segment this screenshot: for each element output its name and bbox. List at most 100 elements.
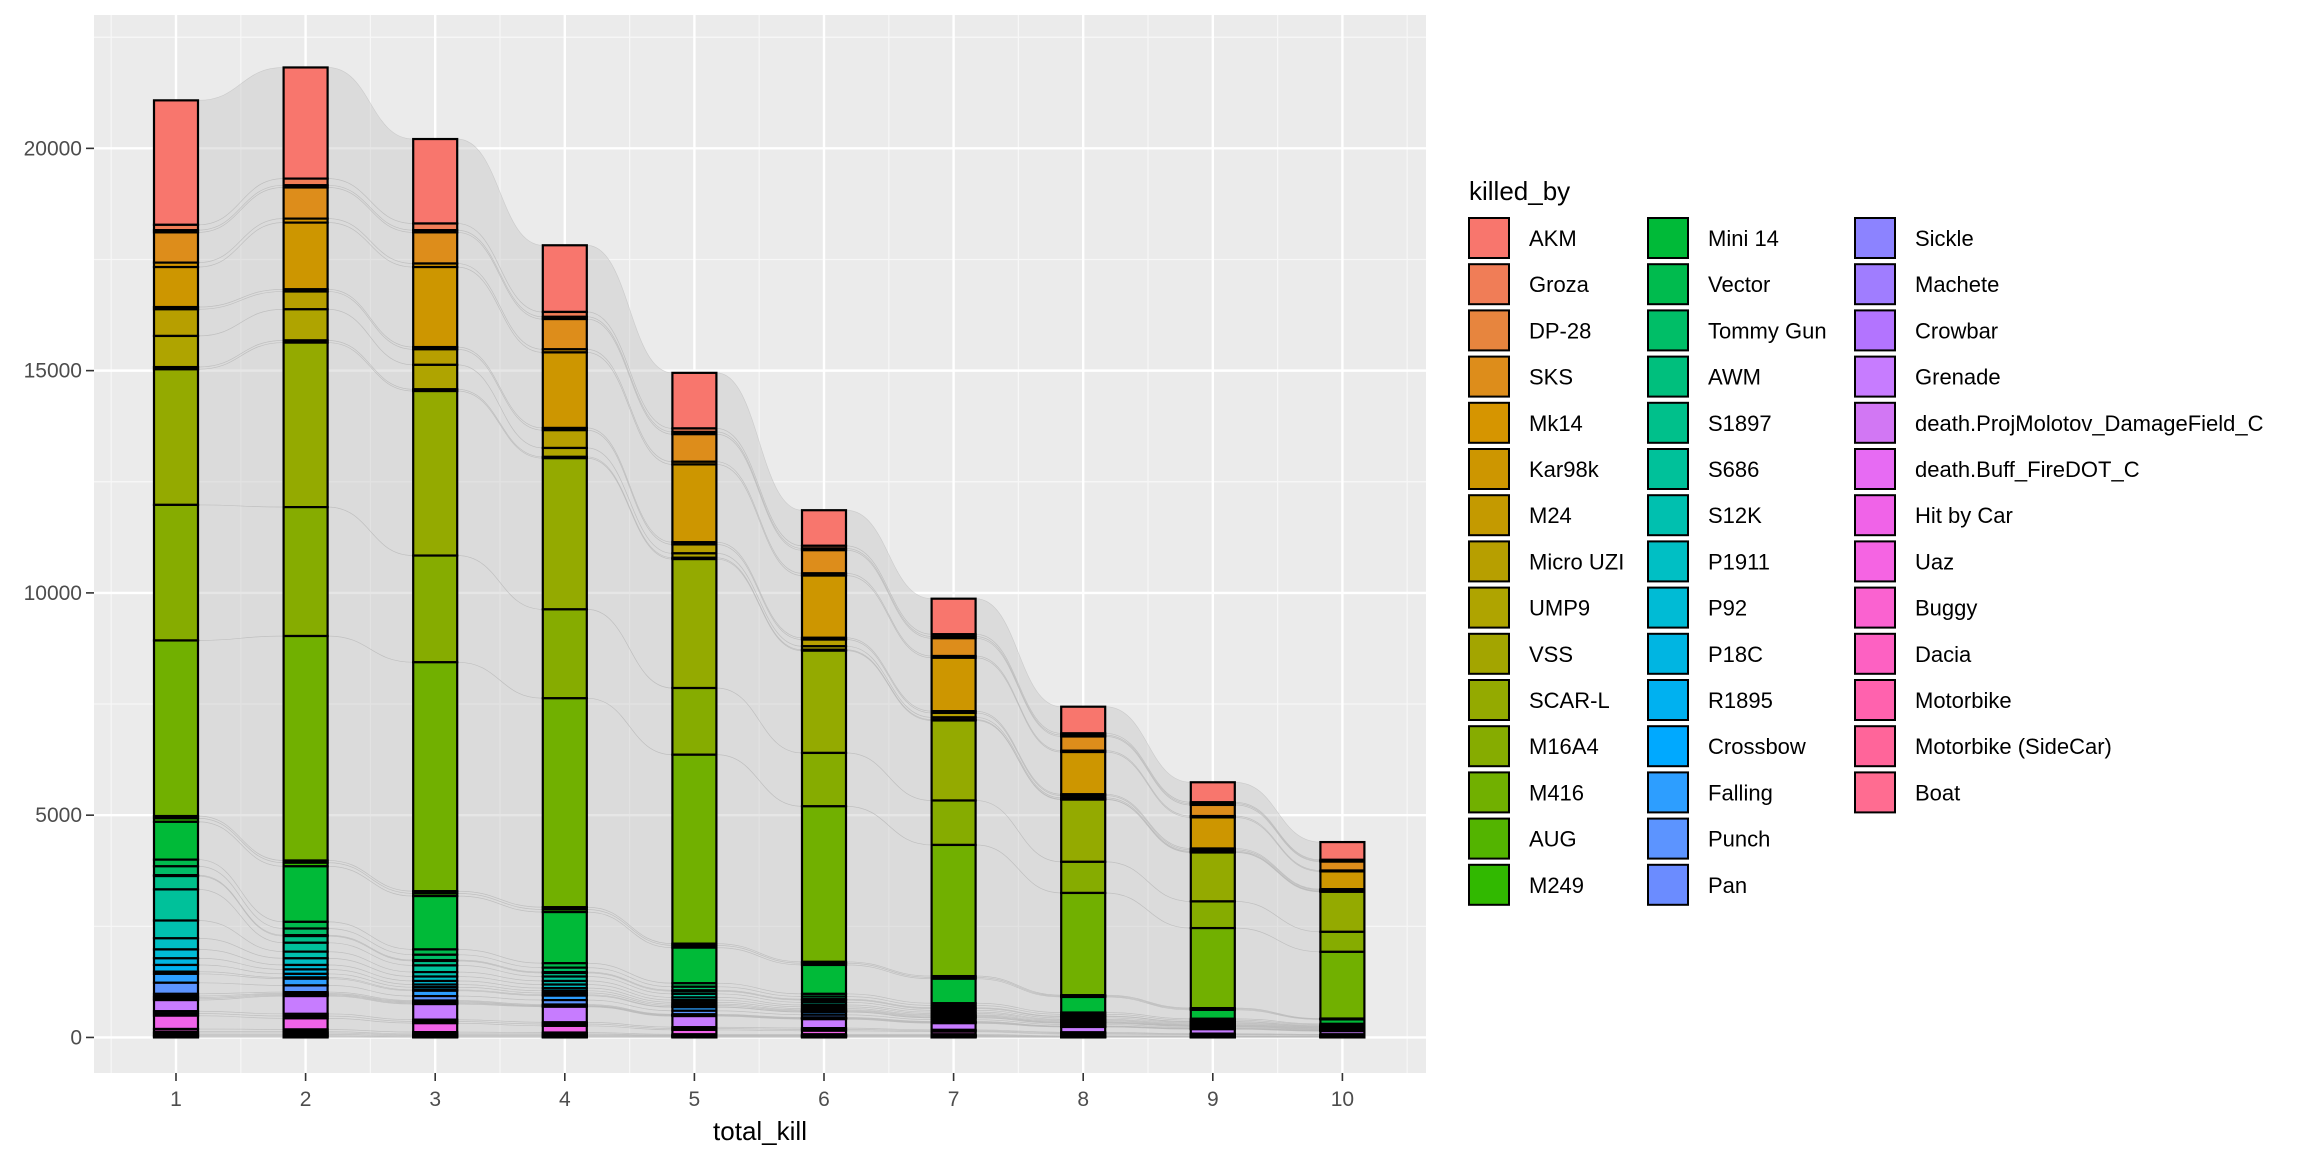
- legend-item: Buggy: [1854, 586, 1977, 629]
- y-axis: 0 5000 10000 15000 20000: [24, 137, 94, 1049]
- legend-item: Vector: [1647, 263, 1770, 306]
- legend: killed_by AKM Groza DP-28 SKS Mk14 Kar98k M24 M…: [1468, 176, 2264, 906]
- bar-segment-akm-7: [930, 597, 977, 636]
- legend-key: [1854, 263, 1896, 306]
- legend-label: Motorbike (SideCar): [1915, 734, 2112, 759]
- bar-segment-akm-5: [671, 371, 718, 430]
- bar-segment-boat-2: [282, 1035, 329, 1039]
- legend-item: Tommy Gun: [1647, 309, 1827, 352]
- legend-label: Machete: [1915, 272, 1999, 297]
- legend-key: [1468, 632, 1510, 675]
- legend-key: [1854, 217, 1896, 259]
- bar-segment-grenade-6: [800, 1018, 848, 1030]
- bar-segment-akm-8: [1060, 705, 1107, 735]
- legend-item: Crowbar: [1854, 309, 1998, 352]
- bar-segment-kar98k-4: [541, 351, 588, 430]
- legend-item: Uaz: [1854, 540, 1954, 583]
- legend-label: AKM: [1529, 226, 1577, 251]
- legend-item: S686: [1647, 448, 1759, 490]
- legend-item: S1897: [1647, 401, 1772, 444]
- legend-label: Kar98k: [1529, 457, 1600, 482]
- bar-segment-micro-uzi-4: [541, 429, 588, 450]
- bar-segment-m16a4-1: [152, 503, 200, 642]
- bar-segment-ump9-1: [152, 334, 200, 369]
- legend-item: Hit by Car: [1854, 494, 2013, 537]
- legend-item: Mk14: [1468, 401, 1583, 444]
- bar-segment-m416-5: [671, 753, 718, 945]
- legend-item: Micro UZI: [1468, 540, 1624, 583]
- x-tick-label: 6: [818, 1088, 830, 1111]
- legend-item: death.ProjMolotov_DamageField_C: [1854, 401, 2264, 444]
- legend-key: [1468, 771, 1510, 814]
- legend-key: [1854, 632, 1896, 675]
- bar-segment-akm-4: [541, 244, 588, 314]
- bar-segment-m416-10: [1319, 950, 1366, 1020]
- legend-key: [1854, 309, 1896, 352]
- bar-segment-m416-9: [1189, 926, 1236, 1010]
- y-tick-label: 15000: [24, 360, 82, 383]
- bar-segment-ump9-4: [541, 446, 588, 458]
- legend-key: [1647, 494, 1689, 537]
- bar-segment-mini-14-8: [1060, 995, 1107, 1014]
- legend-key: [1647, 448, 1689, 490]
- legend-item: M16A4: [1468, 725, 1599, 768]
- legend-label: Grenade: [1915, 365, 2001, 390]
- bar-segment-akm-1: [152, 99, 200, 226]
- bar-segment-sks-1: [152, 231, 200, 264]
- bar-segment-hit-by-car-2: [282, 1017, 329, 1031]
- legend-item: Falling: [1647, 771, 1773, 814]
- bar-segment-hit-by-car-3: [412, 1022, 459, 1034]
- legend-label: P92: [1708, 596, 1747, 621]
- legend-item: S12K: [1647, 494, 1762, 537]
- legend-item: Sickle: [1854, 217, 1974, 259]
- legend-item: Dacia: [1854, 632, 1972, 675]
- x-axis: 1 2 3 4 5 6 7 8 9 10: [170, 1073, 1354, 1111]
- legend-title: killed_by: [1469, 176, 1570, 206]
- legend-key: [1647, 309, 1689, 352]
- bar-segment-sks-6: [800, 549, 848, 575]
- x-axis-title: total_kill: [713, 1116, 807, 1146]
- legend-label: VSS: [1529, 642, 1573, 667]
- legend-item: M416: [1468, 771, 1584, 814]
- bar-segment-m16a4-8: [1060, 860, 1107, 895]
- x-tick-label: 10: [1331, 1088, 1354, 1111]
- legend-item: Boat: [1854, 771, 1960, 814]
- legend-label: AWM: [1708, 365, 1761, 390]
- legend-item: AUG: [1468, 817, 1577, 860]
- bar-segment-s686-1: [152, 888, 200, 922]
- y-tick-label: 20000: [24, 137, 82, 160]
- legend-label: Hit by Car: [1915, 503, 2013, 528]
- legend-label: Vector: [1708, 272, 1770, 297]
- bar-segment-akm-9: [1189, 781, 1236, 804]
- legend-key: [1468, 817, 1510, 860]
- bar-segment-micro-uzi-2: [282, 290, 329, 311]
- bar-segment-falling-1: [152, 972, 200, 984]
- legend-label: Dacia: [1915, 642, 1972, 667]
- legend-item: Kar98k: [1468, 448, 1600, 490]
- x-tick-label: 7: [948, 1088, 960, 1111]
- bar-segment-scar-l-3: [412, 389, 459, 557]
- legend-label: Tommy Gun: [1708, 318, 1827, 343]
- legend-label: S686: [1708, 457, 1759, 482]
- legend-key: [1647, 632, 1689, 675]
- bar-segment-kar98k-5: [671, 463, 718, 544]
- stacked-bars: [152, 66, 1366, 1039]
- legend-label: S12K: [1708, 503, 1762, 528]
- legend-item: Mini 14: [1647, 217, 1779, 259]
- bar-segment-s1897-1: [152, 874, 200, 891]
- legend-label: S1897: [1708, 411, 1772, 436]
- bar-segment-grenade-5: [671, 1014, 718, 1029]
- bar-segment-m16a4-4: [541, 608, 588, 700]
- bar-segment-grenade-4: [541, 1005, 588, 1024]
- bar-segment-sks-4: [541, 317, 588, 351]
- x-tick-label: 1: [170, 1088, 182, 1111]
- legend-item: Crossbow: [1647, 725, 1806, 768]
- legend-item: R1895: [1647, 679, 1773, 721]
- bar-segment-p1911-1: [152, 937, 200, 951]
- x-tick-label: 5: [689, 1088, 701, 1111]
- bar-segment-micro-uzi-3: [412, 348, 459, 366]
- x-tick-label: 3: [429, 1088, 441, 1111]
- legend-key: [1468, 401, 1510, 444]
- bar-segment-s686-2: [282, 941, 329, 953]
